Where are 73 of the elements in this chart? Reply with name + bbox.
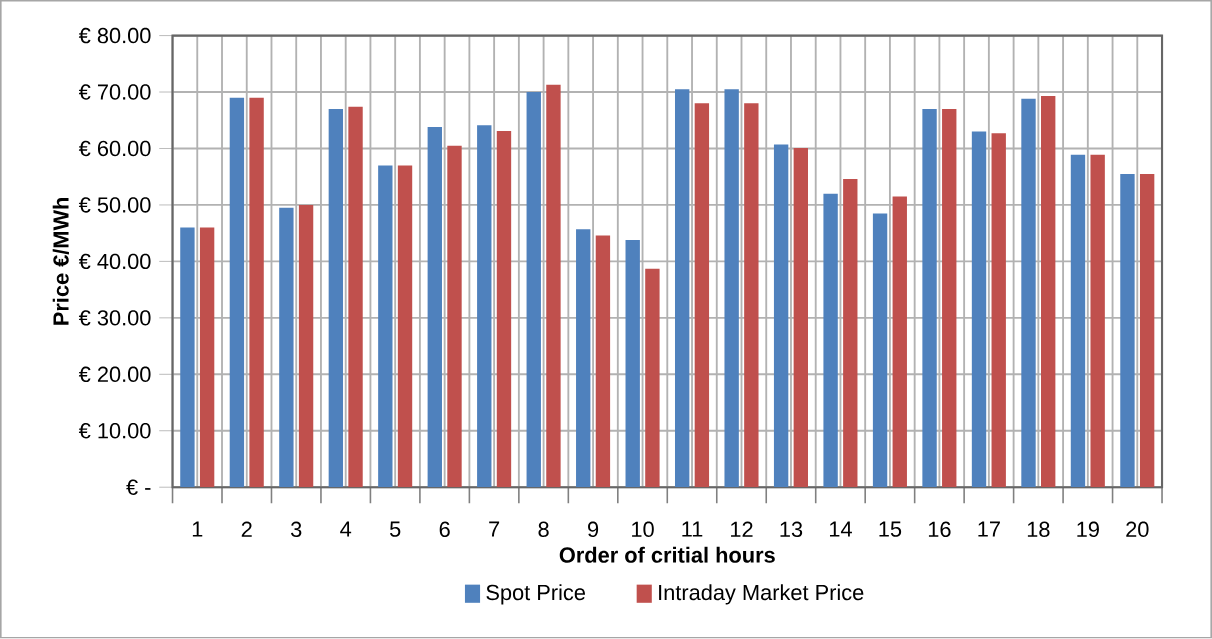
bar bbox=[773, 144, 789, 488]
x-tick-label: 16 bbox=[928, 521, 951, 538]
y-tick-label: € 60.00 bbox=[78, 140, 151, 157]
bar bbox=[526, 92, 541, 488]
x-tick-label: 2 bbox=[241, 521, 252, 538]
legend-label: Intraday Market Price bbox=[659, 584, 864, 605]
bar bbox=[1070, 154, 1086, 488]
bar bbox=[595, 235, 611, 488]
legend-label: Spot Price bbox=[486, 584, 585, 605]
bar bbox=[1139, 174, 1155, 488]
bar bbox=[576, 229, 591, 488]
y-tick-label: € 80.00 bbox=[78, 28, 151, 44]
bar bbox=[694, 103, 710, 488]
bar bbox=[971, 131, 987, 488]
x-tick-label: 13 bbox=[780, 521, 803, 538]
bar bbox=[625, 240, 640, 488]
bar bbox=[1090, 154, 1105, 488]
bar bbox=[1120, 174, 1135, 488]
y-tick-label: € 50.00 bbox=[78, 197, 151, 213]
x-tick-label: 17 bbox=[978, 521, 1000, 537]
y-tick-label: € 10.00 bbox=[78, 423, 151, 439]
y-axis-title: Price €/MWh bbox=[52, 198, 69, 325]
y-tick-label: € - bbox=[126, 479, 151, 496]
y-tick-label: € 40.00 bbox=[78, 253, 151, 270]
bar bbox=[328, 109, 344, 488]
bar bbox=[279, 207, 294, 488]
x-tick-label: 20 bbox=[1126, 521, 1149, 538]
x-tick-label: 7 bbox=[489, 521, 500, 537]
x-tick-label: 5 bbox=[389, 521, 401, 538]
x-tick-label: 10 bbox=[632, 521, 654, 538]
x-tick-label: 15 bbox=[879, 521, 902, 538]
bar bbox=[199, 227, 215, 488]
bar bbox=[744, 103, 759, 488]
bar bbox=[892, 196, 907, 488]
y-tick-label: € 30.00 bbox=[78, 310, 151, 326]
bar bbox=[724, 89, 739, 488]
bar bbox=[823, 193, 838, 488]
x-axis-title: Order of critial hours bbox=[559, 546, 775, 563]
bar bbox=[229, 97, 245, 488]
bar bbox=[298, 205, 314, 488]
bar bbox=[546, 84, 561, 488]
bar bbox=[1041, 96, 1056, 488]
bar bbox=[793, 148, 808, 488]
bar bbox=[645, 268, 660, 488]
x-tick-label: 19 bbox=[1077, 521, 1099, 538]
bar bbox=[674, 89, 690, 488]
bar bbox=[843, 179, 858, 488]
bar bbox=[180, 227, 195, 488]
bar bbox=[348, 106, 363, 488]
bar bbox=[397, 165, 413, 488]
bar bbox=[249, 97, 264, 488]
bar bbox=[991, 133, 1006, 488]
x-tick-label: 1 bbox=[192, 521, 203, 537]
bar bbox=[477, 125, 492, 488]
x-tick-label: 6 bbox=[439, 521, 450, 538]
x-tick-label: 14 bbox=[829, 521, 852, 537]
bar bbox=[378, 165, 393, 488]
y-tick-label: € 70.00 bbox=[78, 84, 151, 100]
x-tick-label: 3 bbox=[290, 521, 302, 538]
x-tick-label: 4 bbox=[340, 521, 352, 537]
bar bbox=[447, 145, 462, 488]
x-tick-label: 11 bbox=[682, 521, 703, 537]
bar bbox=[496, 131, 512, 488]
bar bbox=[1021, 99, 1036, 488]
bar bbox=[872, 213, 888, 488]
x-tick-label: 9 bbox=[588, 521, 599, 538]
bar bbox=[427, 127, 442, 488]
bar bbox=[922, 109, 937, 488]
x-tick-label: 8 bbox=[538, 521, 549, 538]
x-tick-label: 18 bbox=[1027, 521, 1050, 538]
x-tick-label: 12 bbox=[731, 521, 753, 538]
bar bbox=[942, 109, 957, 488]
y-tick-label: € 20.00 bbox=[78, 366, 151, 383]
